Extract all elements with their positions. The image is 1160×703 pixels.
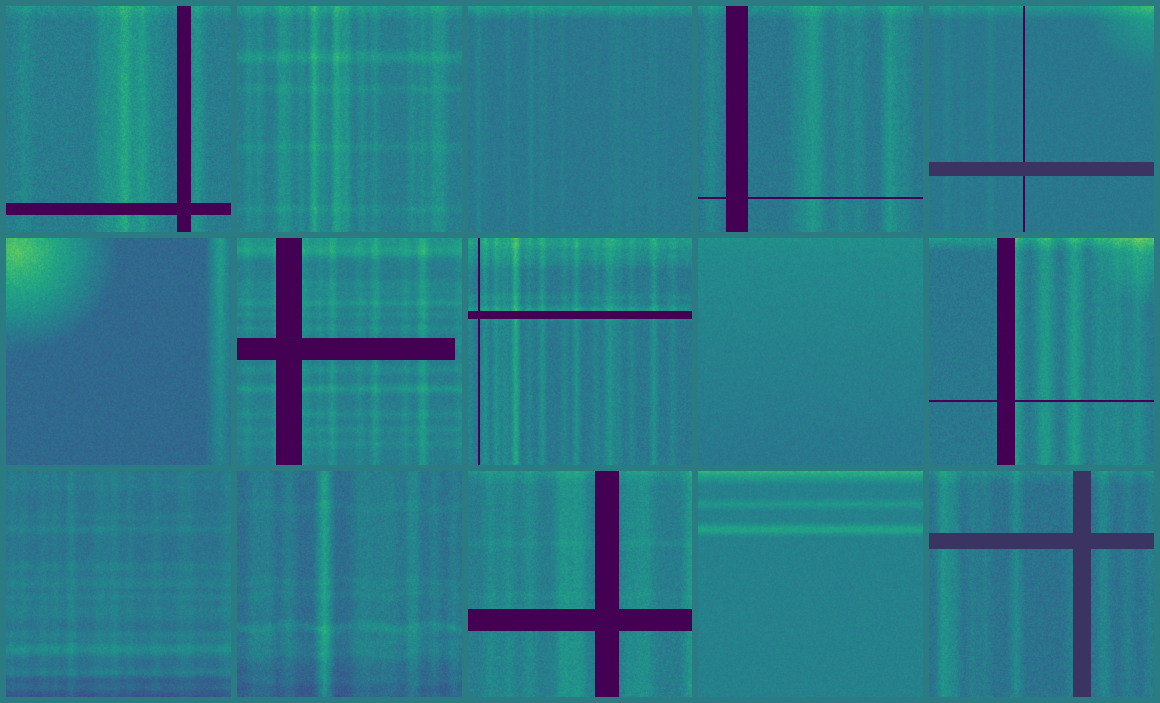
spectrogram-canvas bbox=[698, 471, 923, 697]
mask-vertical bbox=[997, 238, 1015, 464]
spectrogram-canvas bbox=[929, 238, 1154, 464]
spectrogram-canvas bbox=[468, 471, 693, 697]
spectrogram-panel bbox=[6, 238, 231, 464]
mask-horizontal bbox=[698, 197, 923, 199]
mask-horizontal bbox=[6, 203, 231, 215]
mask-horizontal bbox=[929, 400, 1154, 402]
spectrogram-canvas bbox=[929, 6, 1154, 232]
spectrogram-canvas bbox=[6, 471, 231, 697]
spectrogram-panel bbox=[698, 471, 923, 697]
spectrogram-canvas bbox=[929, 471, 1154, 697]
spectrogram-panel bbox=[929, 6, 1154, 232]
mask-vertical bbox=[177, 6, 191, 232]
spectrogram-panel bbox=[237, 471, 462, 697]
mask-vertical bbox=[1073, 471, 1091, 697]
mask-horizontal bbox=[468, 609, 693, 631]
spectrogram-panel bbox=[698, 6, 923, 232]
spectrogram-canvas bbox=[468, 238, 693, 464]
spectrogram-canvas bbox=[698, 238, 923, 464]
spectrogram-panel bbox=[468, 238, 693, 464]
spectrogram-canvas bbox=[237, 471, 462, 697]
mask-vertical bbox=[595, 471, 619, 697]
mask-horizontal bbox=[468, 311, 693, 319]
spectrogram-panel bbox=[929, 238, 1154, 464]
spectrogram-panel bbox=[6, 471, 231, 697]
mask-horizontal bbox=[929, 162, 1154, 176]
spectrogram-panel bbox=[237, 6, 462, 232]
mask-horizontal bbox=[237, 338, 455, 360]
spectrogram-panel bbox=[6, 6, 231, 232]
spectrogram-grid bbox=[0, 0, 1160, 703]
spectrogram-canvas bbox=[468, 6, 693, 232]
spectrogram-panel bbox=[237, 238, 462, 464]
mask-horizontal bbox=[929, 533, 1154, 549]
mask-vertical bbox=[1023, 6, 1025, 232]
spectrogram-canvas bbox=[6, 238, 231, 464]
spectrogram-panel bbox=[468, 471, 693, 697]
spectrogram-panel bbox=[698, 238, 923, 464]
mask-vertical bbox=[478, 238, 480, 464]
spectrogram-panel bbox=[468, 6, 693, 232]
spectrogram-canvas bbox=[237, 6, 462, 232]
spectrogram-canvas bbox=[6, 6, 231, 232]
spectrogram-panel bbox=[929, 471, 1154, 697]
